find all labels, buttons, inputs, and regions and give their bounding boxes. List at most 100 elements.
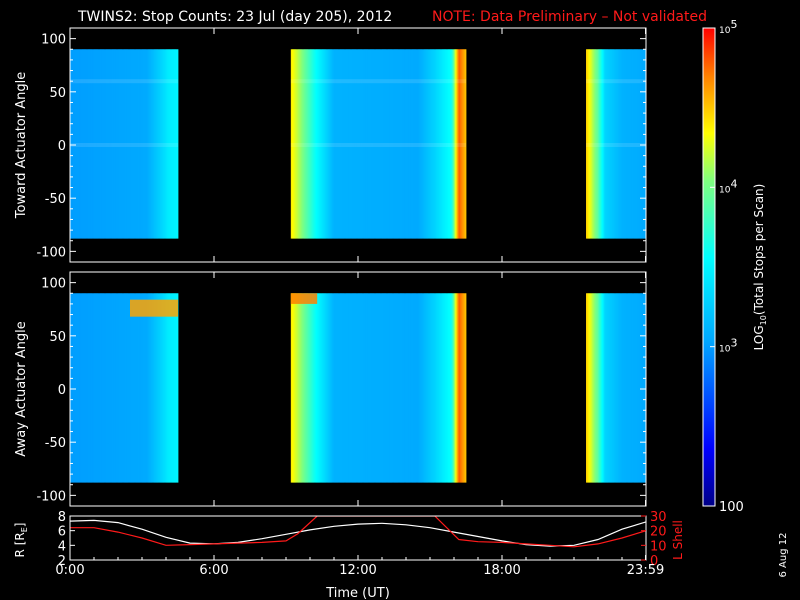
- heat-column: [464, 293, 467, 483]
- heat-column: [167, 293, 169, 483]
- heat-column: [317, 293, 319, 483]
- heat-column: [617, 293, 619, 483]
- heat-column: [348, 49, 350, 239]
- heat-column: [330, 293, 332, 483]
- heat-column: [353, 49, 355, 239]
- heat-column: [589, 49, 592, 239]
- colorbar-tick-label: 100: [719, 500, 744, 515]
- heat-column: [440, 49, 443, 239]
- heat-column: [416, 293, 419, 483]
- heat-column: [614, 293, 617, 483]
- heat-column: [162, 293, 164, 483]
- heat-column: [335, 293, 337, 483]
- heat-column: [451, 293, 454, 483]
- heat-column: [354, 49, 356, 239]
- heat-column: [320, 49, 323, 239]
- heat-column: [632, 293, 635, 483]
- heat-column: [101, 49, 103, 239]
- colorbar-tick-label: 105: [719, 18, 737, 36]
- heat-column: [144, 293, 146, 483]
- away-heatmap: [70, 293, 646, 483]
- heat-column: [157, 293, 160, 483]
- heat-column: [119, 49, 121, 239]
- heat-column: [74, 49, 77, 239]
- heat-column: [71, 49, 73, 239]
- heat-column: [121, 49, 124, 239]
- heat-column: [143, 49, 145, 239]
- heat-column: [401, 49, 403, 239]
- heat-column: [421, 293, 424, 483]
- heat-column: [317, 49, 319, 239]
- away-panel: 100 50 0 -50 -100 Away Actuator Angle: [14, 271, 647, 507]
- heat-column: [124, 49, 126, 239]
- heat-column: [313, 49, 316, 239]
- heat-column: [298, 49, 300, 239]
- heat-column: [98, 49, 101, 239]
- heat-column: [139, 49, 142, 239]
- heat-column: [146, 49, 149, 239]
- heat-column: [604, 49, 606, 239]
- heat-column: [108, 293, 110, 483]
- heat-column: [390, 293, 392, 483]
- heat-column: [85, 293, 88, 483]
- heat-column: [410, 293, 413, 483]
- heat-column: [371, 293, 373, 483]
- heat-column: [378, 49, 380, 239]
- heat-column: [121, 293, 124, 483]
- heat-column: [376, 49, 378, 239]
- heat-column: [380, 293, 383, 483]
- heat-column: [458, 49, 461, 239]
- heat-column: [292, 293, 294, 483]
- heat-column: [107, 49, 109, 239]
- heat-column: [77, 293, 79, 483]
- heat-column: [431, 293, 433, 483]
- heat-column: [629, 49, 631, 239]
- heat-column: [106, 293, 108, 483]
- heat-column: [127, 293, 130, 483]
- heat-column: [151, 293, 154, 483]
- heat-column: [329, 49, 331, 239]
- heat-column: [164, 293, 167, 483]
- heat-column: [323, 293, 325, 483]
- colorbar-tick-label: 103: [719, 337, 737, 355]
- heat-column: [170, 293, 173, 483]
- heat-column: [450, 293, 452, 483]
- heat-column: [72, 293, 74, 483]
- heat-column: [397, 293, 400, 483]
- heat-column: [92, 293, 95, 483]
- heat-column: [360, 49, 362, 239]
- heat-column: [163, 49, 166, 239]
- orbit-lines: [70, 516, 646, 548]
- time-axis-label: Time (UT): [325, 586, 390, 600]
- heat-column: [456, 49, 458, 239]
- heat-column: [428, 293, 431, 483]
- heat-column: [133, 293, 136, 483]
- heat-column: [128, 49, 131, 239]
- lshell-tick-label: 20: [650, 525, 667, 540]
- heat-column: [148, 49, 150, 239]
- heat-column: [452, 293, 455, 483]
- time-tick-label: 6:00: [199, 563, 228, 578]
- heat-column: [641, 293, 643, 483]
- heat-column: [446, 293, 449, 483]
- colorbar-gradient: [702, 27, 716, 507]
- heat-column: [300, 49, 302, 239]
- heat-column: [586, 293, 588, 483]
- heat-column: [590, 293, 593, 483]
- y-tick-label: 0: [58, 139, 66, 154]
- heat-column: [166, 293, 168, 483]
- heat-column: [110, 49, 113, 239]
- heat-column: [169, 49, 172, 239]
- heat-column: [376, 293, 378, 483]
- heat-column: [100, 293, 102, 483]
- heat-column: [395, 49, 397, 239]
- heat-column: [611, 293, 613, 483]
- heat-column: [329, 293, 331, 483]
- heat-column: [620, 293, 623, 483]
- heat-column: [312, 49, 314, 239]
- heat-column: [73, 293, 76, 483]
- heat-column: [362, 49, 365, 239]
- heat-column: [308, 49, 311, 239]
- heat-column: [83, 49, 85, 239]
- heat-column: [122, 49, 125, 239]
